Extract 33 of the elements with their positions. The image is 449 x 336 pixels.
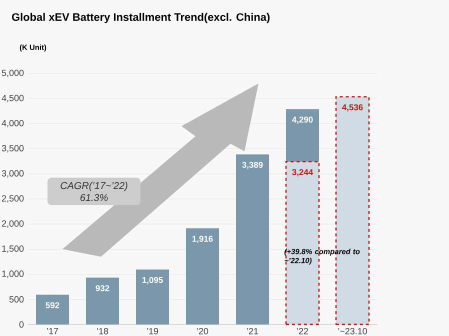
x-tick-label: ’22	[297, 328, 308, 334]
bar	[136, 269, 169, 324]
y-tick-label: 500	[9, 296, 24, 303]
x-tick-label: ’18	[97, 328, 108, 334]
y-tick-label: 4,500	[2, 94, 24, 102]
y-tick-label: 5,000	[2, 70, 24, 78]
x-tick-label: ’20	[197, 328, 208, 334]
y-tick-label: 3,500	[2, 145, 24, 152]
x-tick-label: ’~23.10	[338, 328, 367, 334]
data-label: 1,916	[192, 236, 213, 244]
y-tick-label: 0	[19, 321, 24, 328]
y-tick-label: 2,500	[2, 195, 24, 203]
data-label: 4,290	[292, 116, 313, 124]
data-label: 1,095	[142, 277, 163, 284]
data-label: 3,389	[242, 162, 263, 170]
y-tick-label: 1,000	[2, 270, 24, 278]
data-label: 4,536	[342, 104, 363, 112]
bar	[186, 228, 219, 324]
annotation: CAGR(’17~’22) 61.3%	[60, 182, 128, 202]
data-label: 3,244	[292, 169, 314, 176]
bar	[36, 294, 70, 324]
chart-title: Global xEV Battery Installment Trend(excl. China)	[12, 12, 270, 24]
x-tick-label: ’19	[147, 328, 158, 334]
x-tick-label: ’21	[247, 328, 258, 334]
y-tick-label: 3,000	[2, 170, 24, 178]
y-tick-label: 2,000	[2, 220, 24, 228]
bar	[86, 278, 119, 324]
x-tick-label: ’17	[47, 328, 58, 334]
y-tick-label: 4,000	[2, 120, 24, 128]
data-label: 592	[46, 302, 60, 308]
bar	[236, 154, 269, 324]
y-tick-label: 1,500	[2, 245, 24, 253]
data-label: 932	[96, 285, 110, 292]
